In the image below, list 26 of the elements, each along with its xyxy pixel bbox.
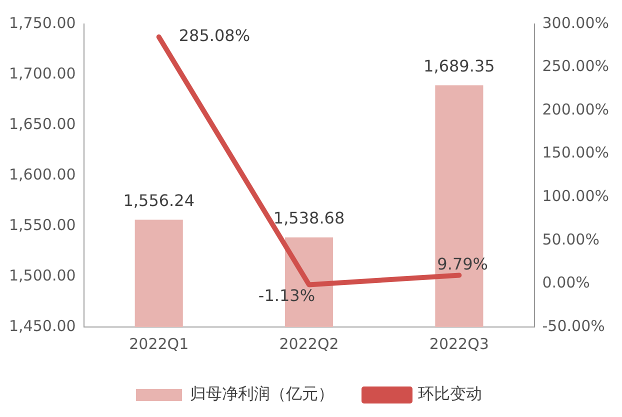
y2-tick-label: 250.00%	[542, 57, 610, 76]
y-tick-label: 1,750.00	[9, 14, 76, 32]
y-tick-label: 1,700.00	[9, 64, 76, 82]
y2-tick-label: 300.00%	[542, 14, 610, 32]
x-tick-label: 2022Q2	[279, 334, 339, 353]
data-label: -1.13%	[258, 286, 316, 305]
y2-tick-label: 100.00%	[542, 187, 610, 206]
y2-tick-label: 50.00%	[542, 230, 600, 248]
y2-tick-label: 150.00%	[542, 144, 610, 162]
data-label: 1,689.35	[424, 56, 495, 76]
y-tick-label: 1,600.00	[9, 165, 76, 184]
data-label: 1,538.68	[273, 208, 345, 228]
y2-tick-label: 0.00%	[542, 274, 590, 292]
y-tick-label: 1,650.00	[9, 114, 76, 133]
y-tick-label: 1,450.00	[9, 316, 76, 335]
y-tick-label: 1,500.00	[9, 266, 76, 284]
x-tick-label: 2022Q1	[129, 334, 189, 353]
x-tick-label: 2022Q3	[429, 334, 489, 353]
y2-tick-label: 200.00%	[542, 100, 610, 118]
data-label: 1,556.24	[123, 190, 194, 210]
y2-tick-label: -50.00%	[542, 316, 605, 335]
legend-label: 归母净利润（亿元）	[190, 384, 334, 404]
y-tick-label: 1,550.00	[9, 216, 76, 234]
legend-label: 环比变动	[418, 384, 482, 404]
data-label: 9.79%	[437, 254, 488, 274]
data-label: 285.08%	[178, 26, 250, 46]
